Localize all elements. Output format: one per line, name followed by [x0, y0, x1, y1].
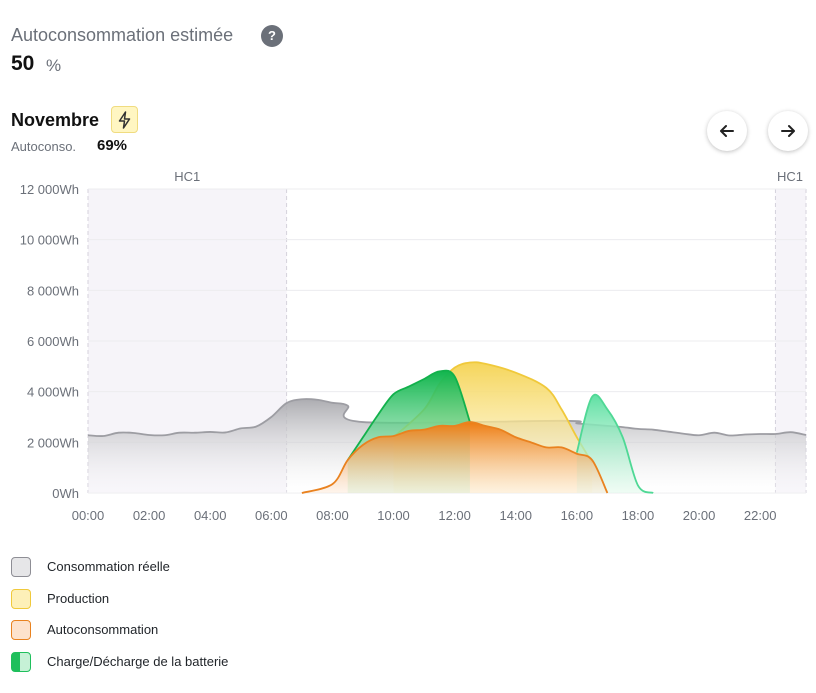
next-month-button[interactable] — [768, 111, 808, 151]
arrow-left-icon — [720, 125, 734, 137]
energy-area-chart: HC1 HC1 0Wh 2 000Wh 4 000Wh 6 000Wh 8 000Wh 10… — [20, 169, 807, 523]
legend-swatch-batterie — [11, 652, 31, 672]
battery-discharge-line — [575, 393, 654, 494]
x-tick-label: 04:00 — [194, 508, 227, 523]
arrow-right-icon — [781, 125, 795, 137]
y-tick-label: 6 000Wh — [27, 334, 79, 349]
legend-label-production: Production — [47, 591, 110, 606]
x-tick-label: 20:00 — [683, 508, 716, 523]
y-tick-label: 8 000Wh — [27, 283, 79, 298]
x-tick-label: 00:00 — [72, 508, 105, 523]
x-tick-label: 12:00 — [438, 508, 471, 523]
page-title: Autoconsommation estimée — [11, 25, 234, 45]
consommation-line — [87, 398, 807, 437]
help-icon[interactable]: ? — [261, 25, 283, 47]
y-tick-label: 4 000Wh — [27, 385, 79, 400]
autoconsommation-line — [301, 421, 609, 494]
autoconsommation-value: 50 — [11, 52, 35, 75]
off-peak-label: HC1 — [174, 169, 200, 184]
x-tick-label: 06:00 — [255, 508, 288, 523]
legend-label-batterie: Charge/Décharge de la batterie — [47, 654, 229, 669]
legend-label-autoconsommation: Autoconsommation — [47, 622, 159, 637]
previous-month-button[interactable] — [707, 111, 747, 151]
y-tick-label: 10 000Wh — [20, 233, 79, 248]
lightning-icon[interactable] — [111, 106, 138, 133]
y-tick-label: 2 000Wh — [27, 435, 79, 450]
legend-label-consommation: Consommation réelle — [47, 559, 170, 574]
x-tick-label: 14:00 — [499, 508, 532, 523]
battery-charge-line — [346, 369, 471, 461]
x-tick-label: 22:00 — [744, 508, 777, 523]
y-tick-label: 12 000Wh — [20, 182, 79, 197]
y-tick-label: 0Wh — [52, 486, 79, 501]
month-title: Novembre — [11, 110, 100, 130]
legend-swatch-autoconsommation — [11, 620, 31, 640]
x-tick-label: 10:00 — [377, 508, 410, 523]
legend-swatch-production — [11, 589, 31, 609]
x-tick-label: 16:00 — [561, 508, 594, 523]
autoconsommation-unit: % — [46, 56, 62, 75]
autoconso-value: 69% — [97, 137, 128, 154]
off-peak-label: HC1 — [777, 169, 803, 184]
x-tick-label: 18:00 — [622, 508, 655, 523]
autoconsommation-area — [301, 422, 608, 493]
x-tick-label: 08:00 — [316, 508, 349, 523]
autoconso-label: Autoconso. — [11, 139, 77, 154]
legend-swatch-consommation — [11, 557, 31, 577]
x-tick-label: 02:00 — [133, 508, 166, 523]
